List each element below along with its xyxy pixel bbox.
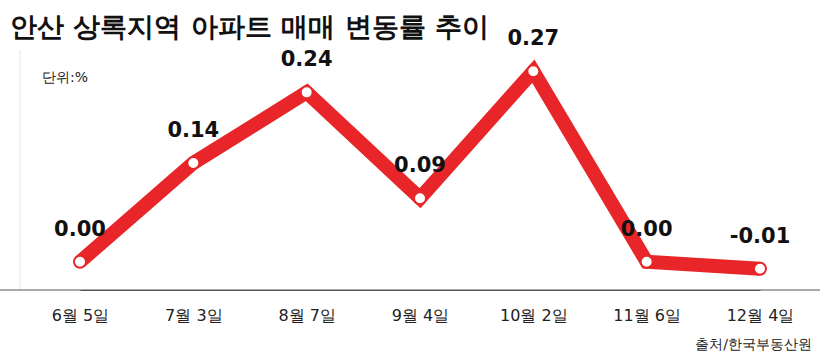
data-label: 0.24 [281, 47, 333, 71]
data-label: -0.01 [730, 224, 791, 248]
x-tick-label: 10월 2일 [500, 306, 568, 325]
x-tick: 8월 7일 [278, 290, 335, 325]
x-tick-label: 6월 5일 [52, 306, 109, 325]
y-axis-line [20, 50, 21, 290]
chart: 안산 상록지역 아파트 매매 변동률 추이단위:% 출처/한국부동산원 6월 5일 7… [0, 0, 820, 357]
x-tick: 10월 2일 [500, 290, 568, 325]
x-tick: 11월 6일 [613, 290, 681, 325]
point [754, 263, 766, 275]
x-tick-label: 9월 4일 [392, 306, 449, 325]
baseline [0, 290, 820, 291]
data-label: 0.00 [54, 217, 106, 241]
point [414, 192, 426, 204]
x-tick-label: 8월 7일 [278, 306, 335, 325]
point [74, 256, 86, 268]
x-axis: 6월 5일 7월 3일 8월 7일 9월 4일 10월 2일 11월 6일 12월 4일 [52, 290, 795, 325]
line [80, 71, 760, 269]
point [301, 86, 313, 98]
x-tick: 7월 3일 [165, 290, 222, 325]
plot-area [74, 65, 766, 275]
point [527, 65, 539, 77]
data-label: 0.14 [167, 118, 219, 142]
source: 출처/한국부동산원 [695, 336, 812, 352]
point [187, 157, 199, 169]
title: 안산 상록지역 아파트 매매 변동률 추이 [10, 11, 489, 42]
x-tick-label: 11월 6일 [613, 306, 681, 325]
x-tick-label: 7월 3일 [165, 306, 222, 325]
x-axis-line [81, 290, 761, 291]
x-tick-label: 12월 4일 [727, 306, 795, 325]
data-label: 0.09 [394, 153, 446, 177]
data-labels: 0.00 0.14 0.24 0.09 0.27 0.00 -0.01 [54, 26, 790, 248]
data-label: 0.00 [621, 217, 673, 241]
data-label: 0.27 [507, 26, 559, 50]
x-tick: 12월 4일 [727, 290, 795, 325]
x-tick: 9월 4일 [392, 290, 449, 325]
point [641, 256, 653, 268]
unit-label: 단위:% [42, 69, 88, 85]
x-tick: 6월 5일 [52, 290, 109, 325]
